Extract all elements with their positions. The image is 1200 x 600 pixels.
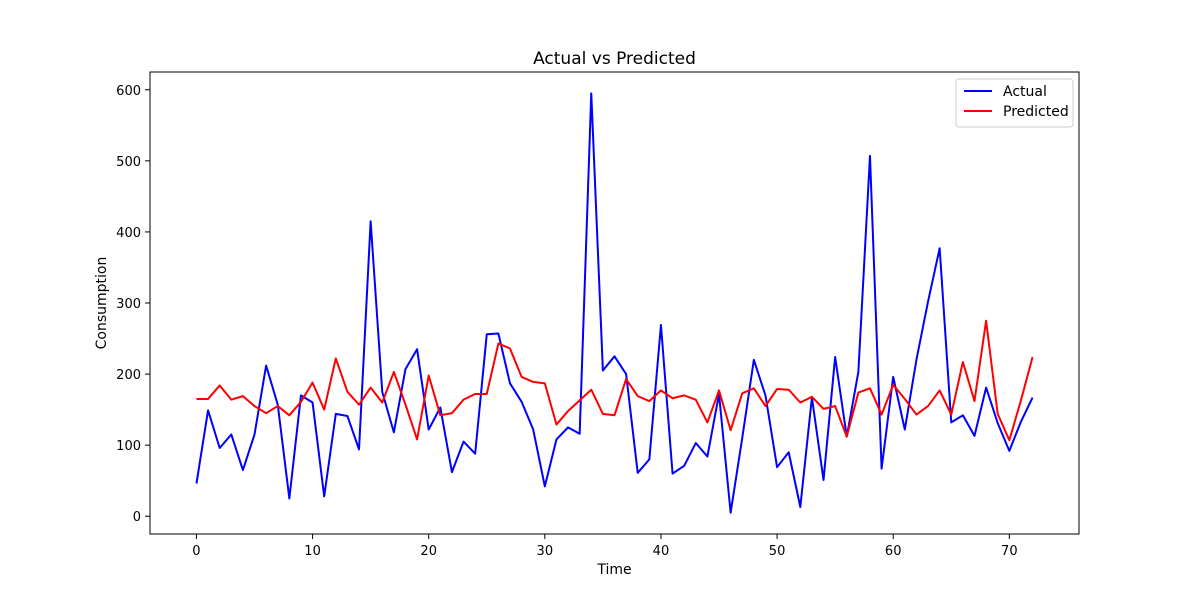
legend: Actual Predicted <box>955 78 1074 128</box>
chart-title: Actual vs Predicted <box>533 49 696 69</box>
x-tick-label: 60 <box>885 544 902 559</box>
legend-label-actual: Actual <box>1003 84 1047 100</box>
y-tick-label: 500 <box>116 155 141 170</box>
y-tick-label: 0 <box>133 510 141 525</box>
series-line-predicted <box>196 319 1034 442</box>
y-tick-label: 100 <box>116 439 141 454</box>
x-axis: 0 10 20 30 40 50 60 70 <box>192 534 1018 559</box>
plot-area <box>195 92 1034 514</box>
legend-label-predicted: Predicted <box>1003 104 1069 120</box>
x-axis-label: Time <box>596 562 631 578</box>
y-axis-label: Consumption <box>94 257 110 350</box>
x-tick-label: 10 <box>304 544 321 559</box>
x-tick-label: 50 <box>769 544 786 559</box>
x-tick-label: 40 <box>653 544 670 559</box>
y-tick-label: 200 <box>116 368 141 383</box>
plot-frame <box>149 71 1080 535</box>
x-tick-label: 30 <box>537 544 554 559</box>
y-tick-label: 600 <box>116 84 141 99</box>
y-tick-label: 400 <box>116 226 141 241</box>
x-tick-label: 20 <box>420 544 437 559</box>
x-tick-label: 0 <box>192 544 200 559</box>
y-axis: 0 100 200 300 400 500 600 <box>116 84 150 525</box>
x-tick-label: 70 <box>1001 544 1018 559</box>
y-tick-label: 300 <box>116 297 141 312</box>
series-line-actual <box>195 92 1034 514</box>
